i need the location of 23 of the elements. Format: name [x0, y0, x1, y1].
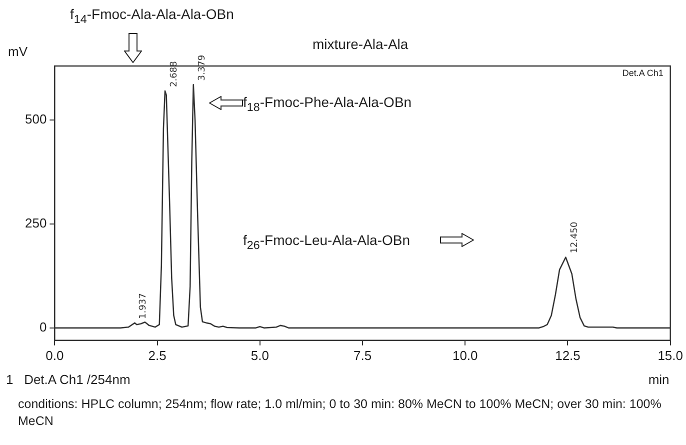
annotation: 3.379 — [198, 54, 208, 81]
annotation: f$_{26}$-Fmoc-Leu-Ala-Ala-OBn — [243, 232, 410, 252]
y-axis-title: mV — [8, 44, 28, 59]
x-axis-title: min — [648, 372, 670, 388]
x-tick-label: 10.0 — [452, 348, 478, 363]
x-tick-label: 7.5 — [353, 348, 372, 363]
annotation: 2.688 — [169, 60, 180, 87]
x-tick-label: 12.5 — [555, 348, 580, 363]
annotation: f$_{18}$-Fmoc-Phe-Ala-Ala-OBn — [243, 94, 412, 114]
annotation: 12.450 — [570, 221, 580, 254]
annotation: Det.A Ch1 — [622, 68, 664, 78]
x-tick-label: 5.0 — [250, 348, 269, 363]
x-tick-label: 15.0 — [658, 348, 684, 363]
annotation: 1.937 — [138, 293, 149, 319]
text: 1 Det.A Ch1 /254nm — [6, 372, 130, 388]
chart-title: mixture-Ala-Ala — [312, 36, 408, 52]
text: conditions: HPLC column; 254nm; flow rate; 1.0 ml/min; 0 to 30 min: 80% MeCN to 100% MeCN; over 30 min: 100% MeCN — [18, 396, 662, 430]
y-tick-label: 0 — [39, 320, 47, 335]
x-tick-label: 0.0 — [46, 348, 64, 363]
y-tick-label: 250 — [24, 216, 47, 231]
text: f$_{14}$-Fmoc-Ala-Ala-Ala-OBn — [70, 6, 234, 26]
x-tick-label: 2.5 — [148, 348, 166, 363]
y-tick-label: 500 — [24, 112, 47, 127]
